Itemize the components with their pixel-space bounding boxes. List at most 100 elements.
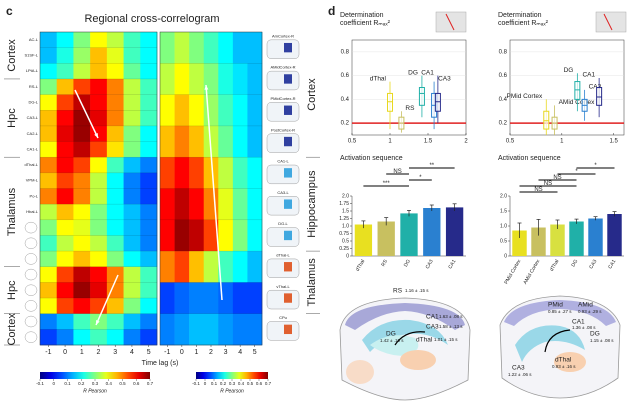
heatmap-cell bbox=[73, 32, 91, 48]
heatmap-cell bbox=[160, 313, 175, 346]
heatmap-cell bbox=[40, 78, 58, 95]
y-tick-label: 1.75 bbox=[339, 201, 349, 207]
heatmap-cell bbox=[56, 110, 74, 127]
heatmap-cell bbox=[123, 63, 141, 80]
brain-map-left bbox=[339, 297, 471, 401]
heatmap-cell bbox=[123, 251, 141, 268]
legend-label: PMid Cortex bbox=[507, 93, 544, 100]
heatmap-cell bbox=[140, 204, 158, 221]
heatmap-cell bbox=[160, 188, 175, 221]
y-tick-label: 0.4 bbox=[341, 97, 350, 103]
heatmap-cell bbox=[123, 125, 141, 142]
region-icon bbox=[266, 196, 300, 216]
x-tick-label: 2 bbox=[464, 139, 468, 145]
heatmap-cell bbox=[90, 141, 108, 158]
region-time: 1.15 ± .08 s bbox=[590, 338, 614, 343]
heatmap-cell bbox=[218, 94, 234, 127]
heatmap-cell bbox=[174, 63, 190, 95]
legend-label: DG bbox=[408, 69, 418, 76]
colorbar-tick-label: 0.5 bbox=[247, 381, 254, 386]
heatmap-cell bbox=[203, 32, 219, 64]
x-tick-label: CA3 bbox=[425, 258, 435, 270]
heatmap-cell bbox=[90, 266, 108, 283]
heatmap-cell bbox=[56, 78, 74, 95]
heatmap-cell bbox=[90, 188, 108, 205]
heatmap-cell bbox=[218, 125, 234, 158]
heatmap-cell bbox=[123, 329, 141, 346]
heatmap-cell bbox=[140, 282, 158, 299]
heatmap-cell bbox=[189, 188, 205, 221]
heatmap-cell bbox=[90, 282, 108, 299]
heatmap-cell bbox=[247, 32, 263, 64]
row-label: Po-L bbox=[30, 193, 39, 198]
heatmap-cell bbox=[189, 251, 205, 283]
region-time: 1.16 ± .15 s bbox=[405, 288, 429, 293]
heatmap-cell bbox=[160, 94, 175, 127]
heatmap-cell bbox=[40, 298, 58, 314]
heatmap-cell bbox=[203, 251, 219, 283]
x-tick-label: 1 bbox=[560, 139, 564, 145]
heatmap-cell bbox=[174, 157, 190, 189]
region-icon bbox=[266, 227, 300, 247]
heatmap-cell bbox=[106, 32, 124, 48]
x-tick-label: 0 bbox=[180, 349, 184, 356]
region-time: 1.58 ± .13 s bbox=[439, 324, 463, 329]
y-tick-label: 0.5 bbox=[342, 238, 349, 244]
bar bbox=[607, 214, 622, 256]
x-tick-label: RS bbox=[380, 258, 389, 268]
heatmap-cell bbox=[90, 78, 108, 95]
x-tick-label: 5 bbox=[147, 349, 151, 356]
row-label: LPtA-L bbox=[26, 68, 39, 73]
heatmap-cell bbox=[247, 63, 263, 95]
bar bbox=[531, 227, 546, 256]
y-tick-label: 1.5 bbox=[500, 208, 507, 214]
x-tick-label: -1 bbox=[45, 349, 51, 356]
heatmap-cell bbox=[40, 141, 58, 158]
heatmap-cell bbox=[106, 298, 124, 314]
box bbox=[418, 87, 425, 106]
y-tick-label: 1.0 bbox=[342, 223, 349, 229]
heatmap-cell bbox=[189, 313, 205, 346]
heatmap-cell bbox=[160, 125, 175, 158]
heatmap-cell bbox=[174, 219, 190, 252]
heatmap-cell bbox=[56, 141, 74, 158]
x-tick-label: dThal bbox=[355, 259, 366, 273]
y-tick-label: 0.75 bbox=[339, 231, 349, 237]
heatmap-cell bbox=[106, 282, 124, 299]
heatmap-cell bbox=[140, 32, 158, 48]
row-label: CA2-L bbox=[27, 131, 39, 136]
y-tick-label: 1.25 bbox=[339, 216, 349, 222]
heatmap-cell bbox=[218, 251, 234, 283]
heatmap-cell bbox=[140, 219, 158, 236]
heatmap-cell bbox=[56, 251, 74, 268]
colorbar-tick-label: 0 bbox=[52, 381, 55, 386]
heatmap-cell bbox=[123, 157, 141, 174]
x-tick-label: dThal bbox=[549, 259, 560, 273]
heatmap-cell bbox=[106, 110, 124, 127]
heatmap-cell bbox=[40, 266, 58, 283]
legend-label: CA1 bbox=[582, 72, 595, 79]
heatmap-cell bbox=[232, 219, 248, 252]
heatmap-cell bbox=[247, 188, 263, 221]
box bbox=[387, 92, 393, 112]
heatmap-cell bbox=[160, 282, 175, 314]
heatmap-cell bbox=[73, 282, 91, 299]
row-label: Hbal-L bbox=[26, 209, 39, 214]
heatmap-cell bbox=[40, 219, 58, 236]
heatmap-cell bbox=[56, 235, 74, 252]
heatmap-cell bbox=[189, 63, 205, 95]
heatmap-cell bbox=[189, 32, 205, 64]
bar bbox=[445, 207, 464, 256]
heatmap-cell bbox=[140, 63, 158, 80]
region-icon-spot bbox=[284, 262, 292, 272]
row-label: S1SF-L bbox=[24, 53, 38, 58]
significance-label: NS bbox=[534, 187, 542, 193]
heatmap-cell bbox=[56, 94, 74, 111]
heatmap-cell bbox=[106, 235, 124, 252]
heatmap-cell bbox=[73, 298, 91, 314]
x-tick-label: 0.5 bbox=[348, 139, 357, 145]
heatmap-cell bbox=[123, 313, 141, 330]
chart-title: Activation sequence bbox=[340, 155, 403, 162]
y-tick-label: 0 bbox=[346, 253, 349, 259]
region-icon-spot bbox=[284, 230, 292, 241]
